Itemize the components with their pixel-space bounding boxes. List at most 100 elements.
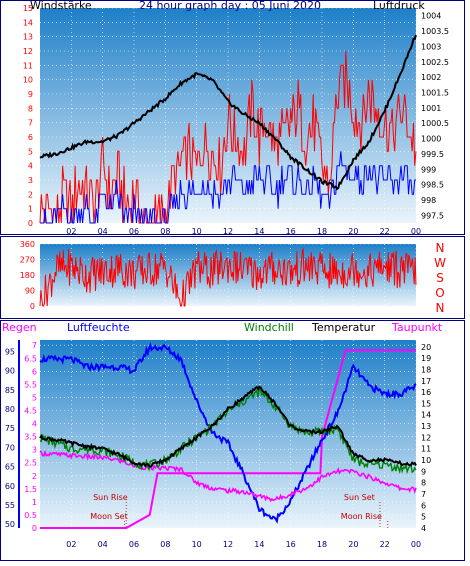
x-tick-label: 00 xyxy=(411,227,421,236)
direction-tick-label: 360 xyxy=(20,240,35,249)
pressure-tick-label: 1001 xyxy=(421,104,441,113)
pressure-tick-label: 998 xyxy=(421,196,436,205)
wind-tick-label: 3 xyxy=(28,176,33,185)
pressure-tick-label: 1002.5 xyxy=(421,58,449,67)
rain-tick-label: 6 xyxy=(32,367,37,376)
temperature-tick-label: 10 xyxy=(421,456,431,465)
x-tick-label: 16 xyxy=(286,227,296,236)
x-tick-label: 20 xyxy=(348,540,358,549)
rain-tick-label: 5 xyxy=(32,393,37,402)
pressure-y-ticks: 997.5 998 998.5 999 999.5 1000 1000.5 1001 1001.… xyxy=(421,12,449,221)
temperature-tick-label: 13 xyxy=(421,422,431,431)
rain-series xyxy=(40,349,416,529)
temperature-tick-label: 15 xyxy=(421,399,431,408)
humidity-tick-label: 65 xyxy=(5,463,15,472)
rain-tick-label: 4 xyxy=(32,420,37,429)
wind-tick-label: 2 xyxy=(28,190,33,199)
humidity-tick-label: 85 xyxy=(5,386,15,395)
x-tick-label: 12 xyxy=(223,540,233,549)
x-tick-label: 06 xyxy=(129,227,139,236)
temperature-tick-label: 11 xyxy=(421,445,431,454)
x-tick-label: 22 xyxy=(380,540,390,549)
wind-tick-label: 15 xyxy=(23,4,33,13)
x-tick-label: 14 xyxy=(254,540,264,549)
x-tick-label: 10 xyxy=(192,540,202,549)
humidity-label: Luftfeuchte xyxy=(67,321,130,334)
pressure-tick-label: 1003 xyxy=(421,42,441,51)
rain-tick-label: 4.5 xyxy=(24,407,37,416)
x-tick-label: 20 xyxy=(348,227,358,236)
wind-line xyxy=(39,50,417,224)
rain-tick-label: 2.5 xyxy=(24,459,37,468)
direction-line xyxy=(39,247,417,307)
panel-3-border xyxy=(0,320,465,561)
x-tick-label: 06 xyxy=(129,540,139,549)
x-tick-label: 04 xyxy=(98,227,108,236)
pressure-tick-label: 1004 xyxy=(421,12,441,21)
temperature-label: Temperatur xyxy=(311,321,376,334)
wind-tick-label: 13 xyxy=(23,33,33,42)
x-tick-label: 10 xyxy=(192,227,202,236)
x-tick-label: 04 xyxy=(98,540,108,549)
pressure-axis-label: Luftdruck xyxy=(373,0,425,12)
pressure-tick-label: 1000.5 xyxy=(421,119,449,128)
rain-tick-label: 1 xyxy=(32,498,37,507)
rain-tick-label: 1.5 xyxy=(24,485,37,494)
rain-tick-label: 0.5 xyxy=(24,511,37,520)
gust-line xyxy=(40,151,416,224)
compass-letter: S xyxy=(436,271,444,285)
pressure-tick-label: 999.5 xyxy=(421,150,444,159)
wind-tick-label: 0 xyxy=(28,219,33,228)
wind-tick-label: 8 xyxy=(28,104,33,113)
x-tick-label: 18 xyxy=(317,540,327,549)
compass-letter: W xyxy=(434,256,446,270)
dewpoint-line xyxy=(39,449,417,503)
pressure-tick-label: 997.5 xyxy=(421,211,444,220)
humidity-tick-label: 50 xyxy=(5,520,15,529)
temperature-tick-label: 14 xyxy=(421,411,431,420)
wind-axis-label: Windstärke xyxy=(30,0,92,12)
panel-3-grid xyxy=(40,340,417,529)
pressure-series xyxy=(39,34,417,191)
chart-title: 24 hour graph day : 05 Juni 2020 xyxy=(139,0,321,12)
humidity-tick-label: 95 xyxy=(5,348,15,357)
x-tick-label: 12 xyxy=(223,227,233,236)
annotation-label: Sun Rise xyxy=(93,493,128,502)
temperature-tick-label: 20 xyxy=(421,343,431,352)
temperature-tick-label: 12 xyxy=(421,433,431,442)
annotation-label: Sun Set xyxy=(344,493,375,502)
gust-series xyxy=(40,151,416,224)
annotation-label: Moon Rise xyxy=(341,512,382,521)
rain-tick-label: 7 xyxy=(32,341,37,350)
dewpoint-series xyxy=(39,449,417,503)
x-tick-label: 00 xyxy=(411,540,421,549)
panel-1-border xyxy=(0,0,465,235)
temperature-series xyxy=(39,385,417,468)
x-tick-label: 08 xyxy=(160,540,170,549)
wind-tick-label: 1 xyxy=(28,205,33,214)
rain-tick-label: 5.5 xyxy=(24,380,37,389)
rain-tick-label: 6.5 xyxy=(24,354,37,363)
temperature-tick-label: 19 xyxy=(421,354,431,363)
pressure-tick-label: 1002 xyxy=(421,73,441,82)
wind-tick-label: 14 xyxy=(23,18,33,27)
pressure-tick-label: 1003.5 xyxy=(421,27,449,36)
wind-series xyxy=(39,50,417,224)
panel-3-x-ticks: 02 04 06 08 10 12 14 16 18 20 22 00 xyxy=(66,540,421,549)
direction-y-ticks: 0 90 180 270 360 xyxy=(20,240,35,311)
humidity-tick-label: 60 xyxy=(5,482,15,491)
direction-tick-label: 270 xyxy=(20,256,35,265)
humidity-tick-label: 75 xyxy=(5,424,15,433)
temperature-tick-label: 6 xyxy=(421,501,426,510)
compass-letter: N xyxy=(436,241,445,255)
compass-letter: O xyxy=(435,286,444,300)
temperature-tick-label: 8 xyxy=(421,479,426,488)
pressure-tick-label: 1000 xyxy=(421,135,441,144)
x-tick-label: 02 xyxy=(66,227,76,236)
wind-tick-label: 10 xyxy=(23,76,33,85)
wind-tick-label: 4 xyxy=(28,162,33,171)
x-tick-label: 02 xyxy=(66,540,76,549)
